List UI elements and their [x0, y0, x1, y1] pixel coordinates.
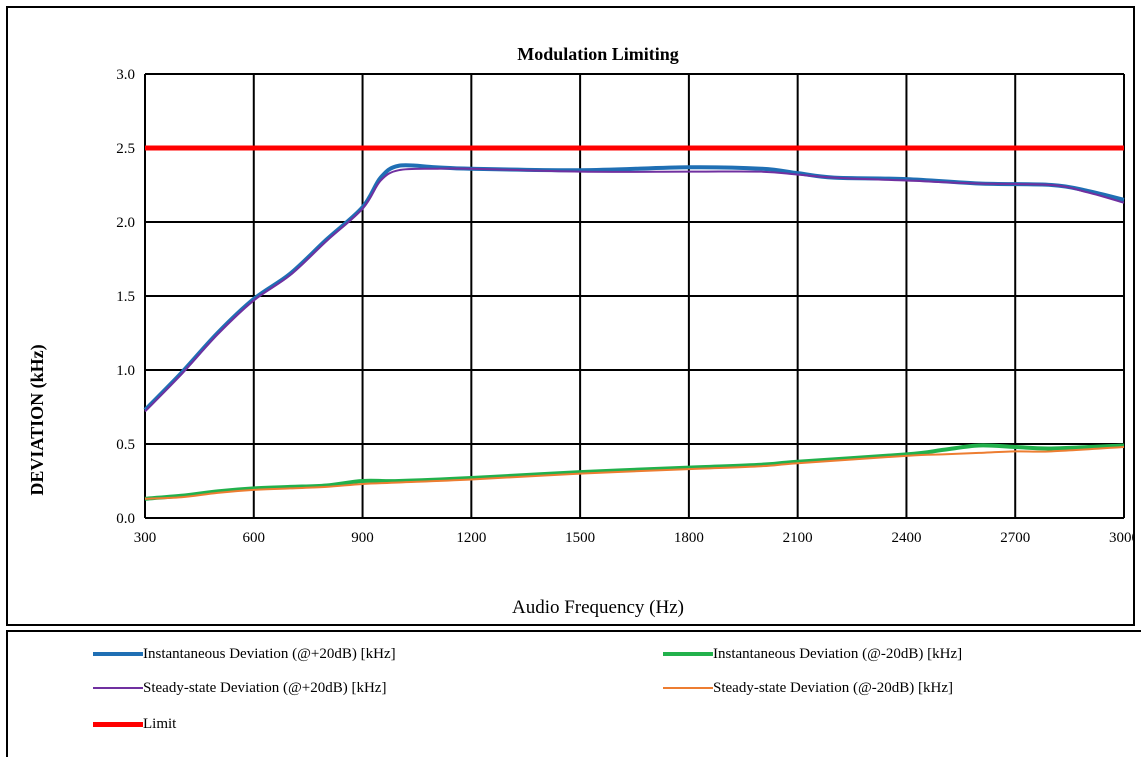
- legend-label: Instantaneous Deviation (@-20dB) [kHz]: [713, 645, 963, 662]
- legend-item: Instantaneous Deviation (@+20dB) [kHz]: [93, 642, 396, 666]
- legend-item: Limit: [93, 712, 176, 736]
- x-tick-label: 1500: [565, 530, 595, 546]
- legend-swatch: [663, 652, 713, 656]
- legend-label: Instantaneous Deviation (@+20dB) [kHz]: [143, 645, 396, 662]
- y-tick-label: 0.0: [116, 511, 135, 527]
- y-axis-label: DEVIATION (kHz): [27, 344, 48, 495]
- y-tick-label: 2.5: [116, 141, 135, 157]
- x-tick-label: 300: [134, 530, 157, 546]
- y-tick-label: 0.5: [116, 437, 135, 453]
- legend-label: Limit: [143, 715, 177, 732]
- y-tick-label: 1.0: [116, 363, 135, 379]
- legend-label: Steady-state Deviation (@-20dB) [kHz]: [713, 679, 953, 696]
- legend-item: Instantaneous Deviation (@-20dB) [kHz]: [663, 642, 962, 666]
- x-tick-label: 1800: [674, 530, 704, 546]
- x-axis-label: Audio Frequency (Hz): [512, 597, 684, 618]
- chart-frame: Modulation Limiting 300 600 900 1200 1500 180…: [6, 6, 1139, 626]
- chart-plot: Modulation Limiting 300 600 900 1200 1500 180…: [27, 44, 1139, 618]
- legend-swatch: [663, 687, 713, 689]
- series-lines: [143, 145, 1125, 501]
- legend-item: Steady-state Deviation (@+20dB) [kHz]: [93, 676, 386, 700]
- grid-lines: [144, 73, 1125, 519]
- legend-item: Steady-state Deviation (@-20dB) [kHz]: [663, 676, 953, 700]
- series-line-0: [143, 163, 1125, 412]
- series-line-3: [144, 445, 1125, 500]
- legend-swatch: [93, 721, 143, 727]
- legend-swatch: [93, 687, 143, 689]
- chart-title: Modulation Limiting: [517, 44, 679, 64]
- x-tick-label: 600: [243, 530, 266, 546]
- y-tick-label: 1.5: [116, 289, 135, 305]
- x-tick-label: 2400: [891, 530, 921, 546]
- legend-label: Steady-state Deviation (@+20dB) [kHz]: [143, 679, 387, 696]
- x-tick-label: 2100: [783, 530, 813, 546]
- series-line-1: [144, 443, 1125, 501]
- x-tick-label: 900: [351, 530, 374, 546]
- legend-swatch: [93, 652, 143, 656]
- y-tick-label: 2.0: [116, 215, 135, 231]
- x-tick-label: 1200: [456, 530, 486, 546]
- x-tick-label: 2700: [1000, 530, 1030, 546]
- series-line-2: [144, 167, 1125, 413]
- legend: Instantaneous Deviation (@+20dB) [kHz] In…: [6, 630, 1141, 757]
- y-tick-label: 3.0: [116, 67, 135, 83]
